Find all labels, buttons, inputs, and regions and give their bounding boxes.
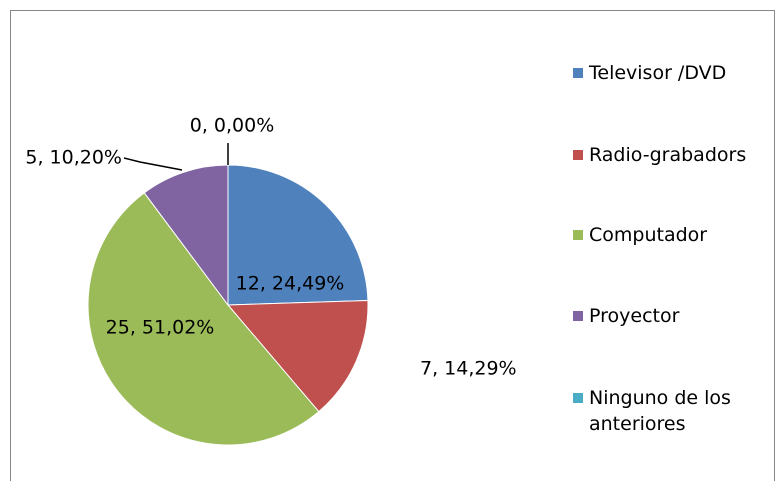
legend-label: Radio-grabadors [589,144,747,166]
pie-slice [87,192,320,446]
pie-slice [227,164,369,306]
legend-swatch [573,150,583,160]
legend-item: Proyector [573,303,763,329]
legend-label: Ninguno de los anteriores [589,387,731,435]
legend-swatch [573,68,583,78]
legend-label: Proyector [589,305,680,327]
legend-item: Radio-grabadors [573,142,763,168]
data-label: 5, 10,20% [25,147,122,169]
legend-label: Televisor /DVD [589,62,727,84]
data-label: 7, 14,29% [420,358,517,380]
legend-swatch [573,230,583,240]
leader-line [123,157,183,171]
pie-slice [143,164,229,307]
legend-swatch [573,311,583,321]
legend-label: Computador [589,224,708,246]
legend-swatch [573,393,583,403]
data-label: 25, 51,02% [106,317,215,339]
legend-item: Computador [573,222,763,248]
data-label: 12, 24,49% [236,273,345,295]
data-label: 0, 0,00% [190,115,275,137]
legend-item: Ninguno de los anteriores [573,385,763,437]
legend-item: Televisor /DVD [573,60,763,86]
pie-slice [226,299,369,413]
